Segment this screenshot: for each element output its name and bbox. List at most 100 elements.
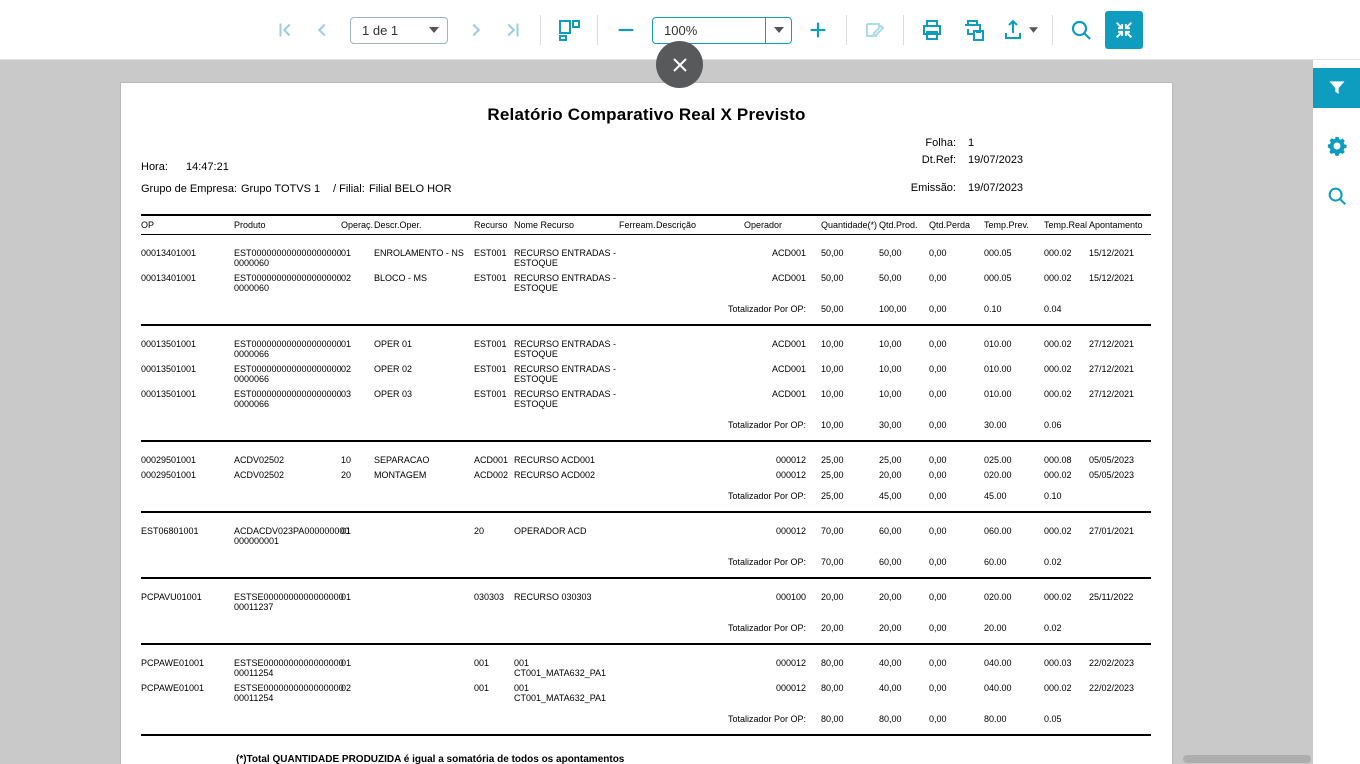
cell-recurso: ACD002: [474, 470, 509, 480]
toggle-full-page-button[interactable]: [1105, 11, 1143, 49]
cell-produto: EST000000000000000000 0000066: [234, 339, 342, 359]
edit-button[interactable]: [857, 12, 893, 48]
horizontal-scrollbar[interactable]: [1183, 755, 1311, 763]
cell-qtd_perda: 0,00: [929, 455, 947, 465]
total-temp_real: 0.04: [1044, 304, 1062, 314]
hora-label: Hora:: [141, 161, 168, 173]
cell-produto: ACDV02502: [234, 470, 285, 480]
cell-temp_real: 000.02: [1044, 470, 1072, 480]
cell-apontamento: 22/02/2023: [1089, 658, 1135, 668]
sidebar-search-button[interactable]: [1319, 180, 1355, 212]
previous-page-button[interactable]: [304, 12, 340, 48]
column-header-descricao: Descrição: [656, 214, 744, 235]
column-header-recurso: Recurso: [474, 214, 514, 235]
cell-ferream: [619, 578, 656, 614]
cell-produto: EST000000000000000000 0000060: [234, 248, 342, 268]
cell-apontamento: 27/01/2021: [1089, 526, 1135, 536]
cell-temp_real: 000.02: [1044, 683, 1072, 693]
totalizador-label: Totalizador Por OP:: [727, 491, 806, 501]
cell-ferream: [619, 325, 656, 361]
cell-ferream: [619, 386, 656, 411]
totalizador-label: Totalizador Por OP:: [727, 557, 806, 567]
cell-op: 00013401001: [141, 273, 197, 283]
settings-button[interactable]: [1319, 130, 1355, 162]
cell-ferream: [619, 467, 656, 482]
cell-temp_prev: 000.05: [984, 273, 1012, 283]
column-header-operac: Operaç.: [341, 214, 374, 235]
cell-op: 00029501001: [141, 455, 197, 465]
total-temp_prev: 45.00: [984, 491, 1007, 501]
cell-quantidade: 50,00: [821, 273, 844, 283]
cell-temp_prev: 040.00: [984, 683, 1012, 693]
cell-recurso: 001: [474, 683, 490, 693]
cell-qtd_perda: 0,00: [929, 339, 947, 349]
cell-quantidade: 20,00: [821, 592, 844, 602]
cell-descr_oper: MONTAGEM: [374, 470, 427, 480]
cell-produto: ESTSE0000000000000000 00011237: [234, 592, 344, 612]
group-total-row: Totalizador Por OP: 25,00 45,00 0,00 45.00 0.…: [141, 482, 1151, 512]
table-row: 00013501001 EST000000000000000000 0000066…: [141, 361, 1151, 386]
toolbar-separator: [540, 15, 541, 45]
total-temp_real: 0.02: [1044, 557, 1062, 567]
cell-descricao: [656, 235, 744, 271]
cell-descr_oper: OPER 01: [374, 339, 413, 349]
table-row: 00029501001 ACDV02502 20 MONTAGEM ACD002 RECU…: [141, 467, 1151, 482]
cell-temp_prev: 000.05: [984, 248, 1012, 258]
cell-ferream: [619, 512, 656, 548]
close-report-button[interactable]: [656, 41, 703, 88]
print-page-button[interactable]: [956, 12, 992, 48]
total-quantidade: 20,00: [821, 623, 844, 633]
zoom-dropdown-button[interactable]: [765, 16, 792, 44]
cell-operac: 02: [341, 273, 352, 283]
cell-operador: 000012: [775, 658, 806, 668]
cell-apontamento: 05/05/2023: [1089, 455, 1135, 465]
zoom-in-button[interactable]: [800, 12, 836, 48]
next-page-button[interactable]: [458, 12, 494, 48]
cell-operador: ACD001: [771, 339, 806, 349]
emissao-value: 19/07/2023: [968, 182, 1024, 194]
toolbar-separator: [597, 15, 598, 45]
cell-apontamento: 27/12/2021: [1089, 339, 1135, 349]
cell-operac: 20: [341, 470, 352, 480]
cell-operac: 10: [341, 455, 352, 465]
export-button[interactable]: [996, 12, 1042, 48]
cell-temp_real: 000.03: [1044, 658, 1072, 668]
column-header-descr_oper: Descr.Oper.: [374, 214, 474, 235]
last-page-button[interactable]: [494, 12, 530, 48]
totalizador-label: Totalizador Por OP:: [727, 304, 806, 314]
filial-label: / Filial:: [333, 183, 365, 195]
cell-operac: 02: [341, 364, 352, 374]
cell-op: 00029501001: [141, 470, 197, 480]
cell-qtd_prod: 50,00: [879, 248, 902, 258]
cell-qtd_perda: 0,00: [929, 364, 947, 374]
cell-nome_recurso: 001 CT001_MATA632_PA1: [514, 658, 607, 678]
cell-recurso: EST001: [474, 248, 507, 258]
cell-qtd_perda: 0,00: [929, 273, 947, 283]
column-header-operador: Operador: [744, 214, 811, 235]
cell-quantidade: 10,00: [821, 339, 844, 349]
cell-apontamento: 15/12/2021: [1089, 248, 1135, 258]
zoom-input[interactable]: 100%: [652, 16, 766, 44]
last-page-icon: [501, 19, 523, 41]
search-button[interactable]: [1063, 12, 1099, 48]
cell-recurso: EST001: [474, 364, 507, 374]
previous-page-icon: [311, 19, 333, 41]
folha-label: Folha:: [925, 137, 956, 149]
cell-operac: 03: [341, 389, 352, 399]
total-temp_real: 0.06: [1044, 420, 1062, 430]
first-page-button[interactable]: [268, 12, 304, 48]
cell-recurso: EST001: [474, 273, 507, 283]
total-quantidade: 50,00: [821, 304, 844, 314]
table-row: 00013501001 EST000000000000000000 0000066…: [141, 325, 1151, 361]
total-qtd_perda: 0,00: [929, 491, 947, 501]
zoom-out-button[interactable]: [608, 12, 644, 48]
op-group: 00013401001 EST000000000000000000 0000060…: [141, 235, 1151, 325]
filter-button[interactable]: [1313, 68, 1360, 108]
column-header-qtd_prod: Qtd.Prod.: [869, 214, 919, 235]
cell-produto: EST000000000000000000 0000066: [234, 389, 342, 409]
page-select[interactable]: 1 de 1: [350, 16, 448, 44]
print-button[interactable]: [914, 12, 950, 48]
cell-apontamento: [1079, 614, 1151, 644]
page-layout-button[interactable]: [551, 12, 587, 48]
cell-recurso: EST001: [474, 389, 507, 399]
